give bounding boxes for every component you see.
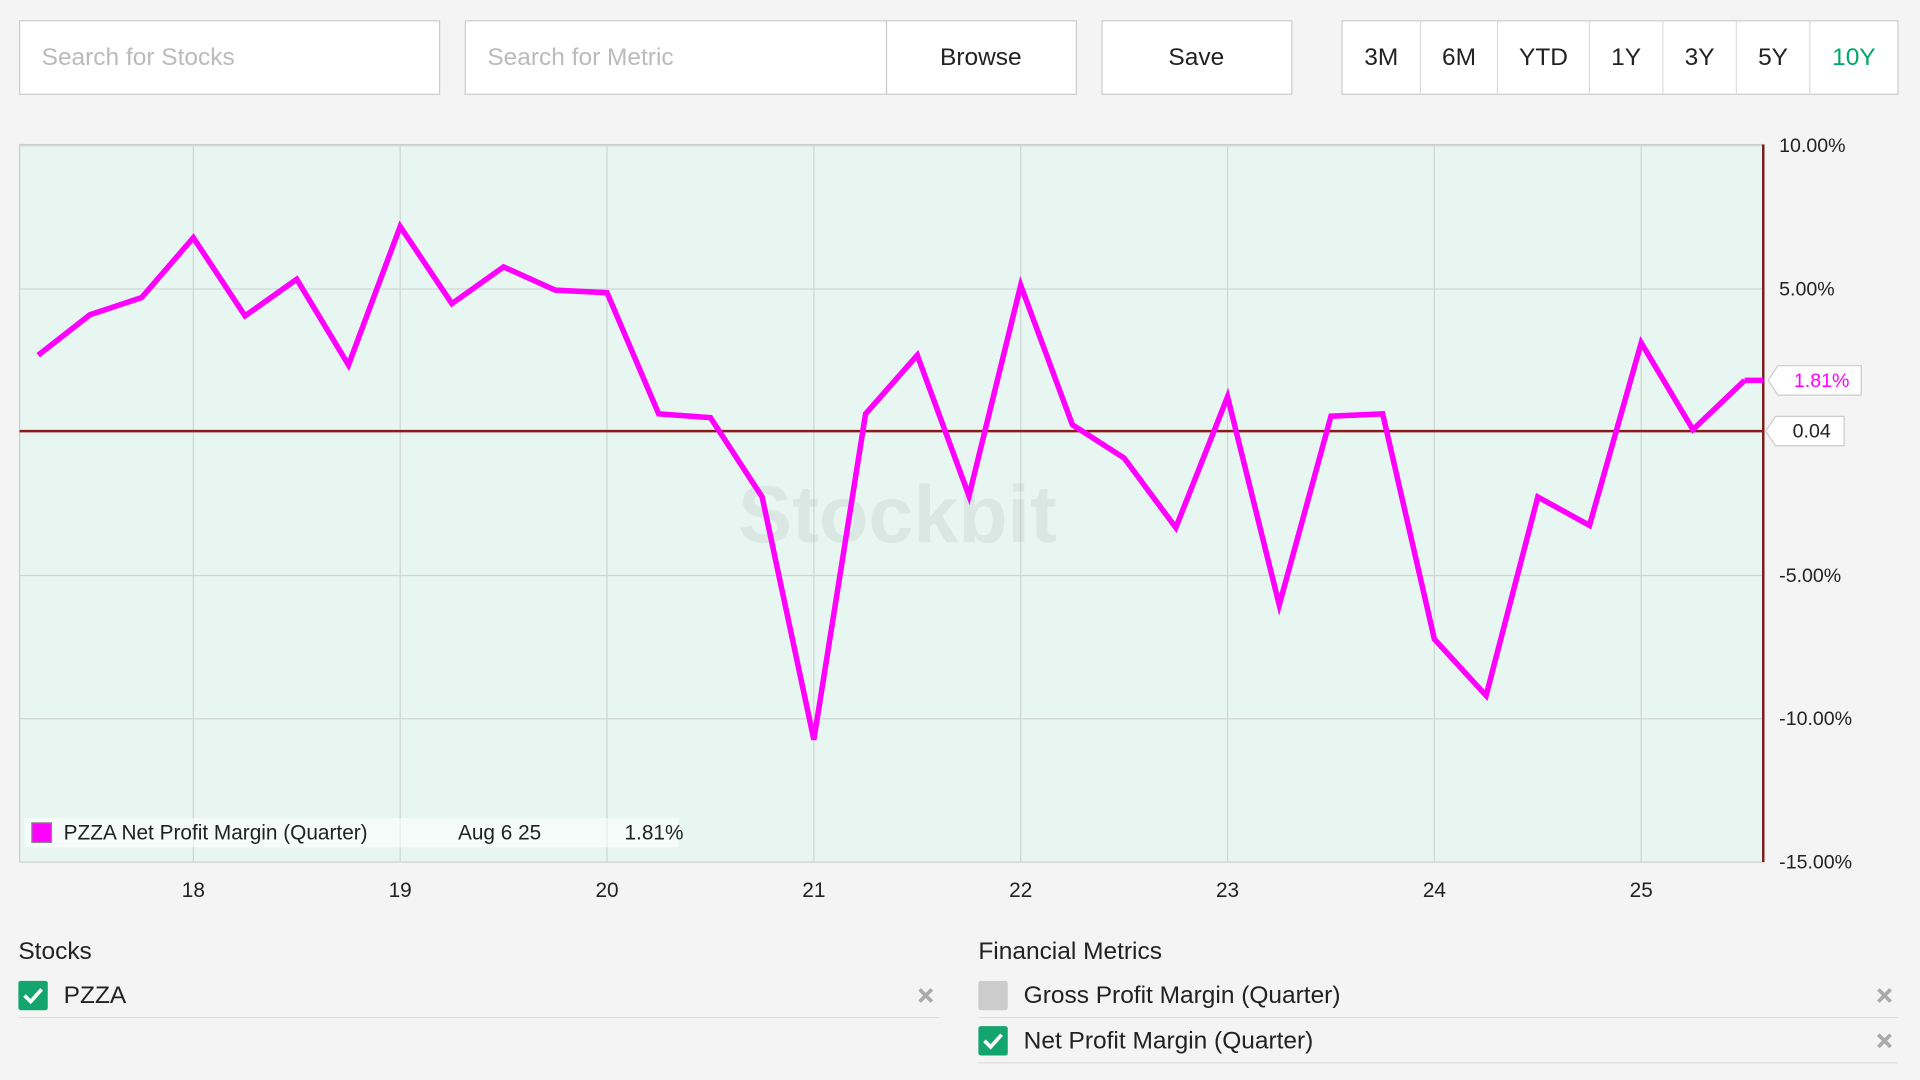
y-tick-label: 5.00% [1779,278,1835,300]
label-box [1764,415,1845,447]
section-title: Stocks [18,938,91,965]
tooltip-value: 1.81% [624,821,683,844]
range-button[interactable]: 3Y [1685,44,1715,71]
range-button[interactable]: 5Y [1758,44,1788,71]
save-button[interactable] [1101,20,1293,95]
metric-search[interactable] [464,20,888,95]
browse-button[interactable] [885,20,1077,95]
series-line [36,220,1747,741]
y-tick-label: -15.00% [1779,851,1852,873]
checkbox[interactable] [978,1026,1008,1056]
range-bar [1341,20,1899,95]
button-label: Save [1168,44,1224,71]
y-tick-label: -5.00% [1779,565,1841,587]
x-tick-label: 19 [389,879,412,902]
remove-icon[interactable] [918,988,934,1003]
reference-label: 0.04 [1793,420,1831,442]
button-label: Browse [940,44,1022,71]
check-icon [23,988,43,1005]
x-tick-label: 23 [1216,879,1239,902]
label-box [1767,365,1862,396]
legend-label: PZZA Net Profit Margin (Quarter) [64,821,368,844]
x-tick-label: 25 [1630,879,1653,902]
remove-icon[interactable] [1877,1033,1892,1049]
legend-swatch [31,822,53,844]
x-tick-label: 18 [182,879,205,902]
check-icon [983,1033,1003,1050]
x-tick-label: 24 [1423,879,1446,902]
range-button[interactable]: 10Y [1832,44,1876,71]
range-button[interactable]: 3M [1364,44,1398,71]
placeholder: Search for Metric [487,44,673,71]
placeholder: Search for Stocks [42,44,235,71]
range-button[interactable]: 6M [1442,44,1476,71]
item-label: Gross Profit Margin (Quarter) [1024,982,1341,1009]
range-group: 3M 6M YTD 1Y 3Y 5Y 10Y [1341,20,1899,95]
range-button[interactable]: YTD [1519,44,1568,71]
item-label: Net Profit Margin (Quarter) [1024,1028,1314,1055]
stock-search[interactable] [18,20,441,95]
y-tick-label: -10.00% [1779,708,1852,730]
tooltip-date: Aug 6 25 [458,821,541,844]
plot-area [18,143,1764,863]
remove-icon[interactable] [1877,988,1892,1003]
section-title: Financial Metrics [978,938,1162,965]
chart: 10.00% 5.00% -5.00% -10.00% -15.00% 18 19 20 21 2… [18,135,1862,902]
end-label: 1.81% [1794,370,1850,392]
item-label: PZZA [64,982,127,1009]
range-button[interactable]: 1Y [1611,44,1641,71]
watermark: Stockbit [738,470,1057,560]
legend-strip [24,817,679,848]
x-tick-label: 20 [595,879,618,902]
lists: PZZA Gross Profit Margin (Quarter) Net Pro… [18,980,1898,1064]
checkbox[interactable] [978,980,1008,1011]
checkbox[interactable] [18,980,48,1011]
y-tick-label: 10.00% [1779,135,1845,157]
x-tick-label: 21 [802,879,825,902]
x-tick-label: 22 [1009,879,1032,902]
